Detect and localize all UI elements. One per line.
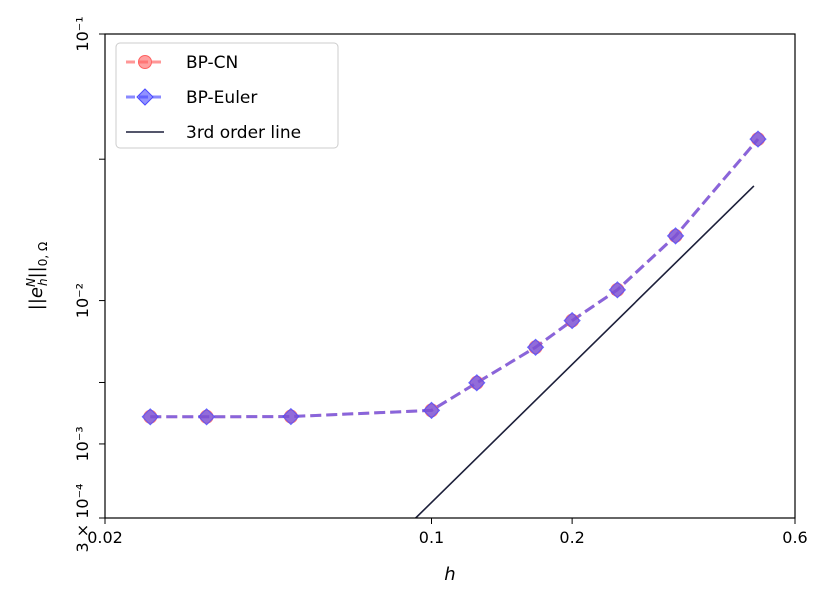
plot-frame	[104, 33, 796, 519]
series-layer	[141, 130, 767, 518]
legend: BP-CN BP-Euler 3rd order line	[115, 42, 339, 149]
data-point-1-6	[563, 311, 581, 330]
y-tick-label-3: 10⁻²	[73, 283, 92, 318]
y-tick-label-0: 3 × 10⁻⁴	[73, 484, 92, 553]
data-point-1-7	[608, 281, 627, 299]
y-tick-label-1: 10⁻³	[73, 426, 92, 461]
x-tick-label-2: 0.2	[559, 528, 584, 547]
x-tick-label-0: 0.02	[87, 528, 123, 547]
y-tick-label-5: 10⁻¹	[73, 16, 92, 51]
data-point-1-2	[282, 407, 300, 426]
data-point-1-4	[468, 374, 486, 392]
x-tick-label-3: 0.6	[782, 528, 807, 547]
data-point-1-0	[141, 408, 159, 426]
data-point-1-8	[666, 227, 685, 245]
data-point-1-1	[197, 408, 216, 426]
series-line-2	[415, 185, 755, 518]
legend-marker-1	[136, 88, 154, 106]
x-axis-label: h	[444, 564, 455, 585]
ticks-layer: 0.02 0.1 0.2 0.6 3 × 10⁻⁴ 10⁻³ 10⁻² 10⁻¹	[73, 16, 808, 552]
legend-label-1: BP-Euler	[186, 88, 257, 108]
legend-marker-0	[138, 55, 152, 69]
data-point-1-5	[526, 338, 545, 356]
x-tick-label-1: 0.1	[419, 528, 444, 547]
data-point-1-9	[749, 130, 767, 148]
data-point-1-3	[422, 401, 441, 420]
legend-label-2: 3rd order line	[186, 123, 301, 143]
legend-label-0: BP-CN	[186, 53, 238, 73]
y-axis-label: ||eNh||0, Ω	[24, 242, 50, 310]
legend-box	[115, 42, 339, 149]
series-line-1	[150, 138, 760, 419]
